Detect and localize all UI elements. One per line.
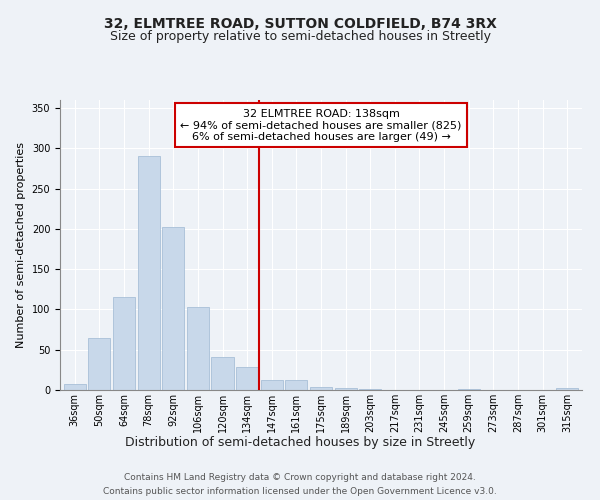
Bar [64,384,86,390]
Text: Distribution of semi-detached houses by size in Streetly: Distribution of semi-detached houses by … [125,436,475,449]
Text: 32, ELMTREE ROAD, SUTTON COLDFIELD, B74 3RX: 32, ELMTREE ROAD, SUTTON COLDFIELD, B74 … [104,18,496,32]
Bar [187,307,209,390]
Bar [113,298,135,390]
Bar [260,380,283,390]
Bar [88,338,110,390]
Bar [162,228,184,390]
Bar [285,380,307,390]
Bar [335,388,357,390]
Text: Size of property relative to semi-detached houses in Streetly: Size of property relative to semi-detach… [110,30,491,43]
Bar [359,389,382,390]
Bar [458,389,480,390]
Y-axis label: Number of semi-detached properties: Number of semi-detached properties [16,142,26,348]
Bar [310,387,332,390]
Bar [236,368,258,390]
Text: 32 ELMTREE ROAD: 138sqm
← 94% of semi-detached houses are smaller (825)
6% of se: 32 ELMTREE ROAD: 138sqm ← 94% of semi-de… [181,108,461,142]
Bar [211,357,233,390]
Bar [556,388,578,390]
Text: Contains HM Land Registry data © Crown copyright and database right 2024.: Contains HM Land Registry data © Crown c… [124,473,476,482]
Text: Contains public sector information licensed under the Open Government Licence v3: Contains public sector information licen… [103,486,497,496]
Bar [137,156,160,390]
